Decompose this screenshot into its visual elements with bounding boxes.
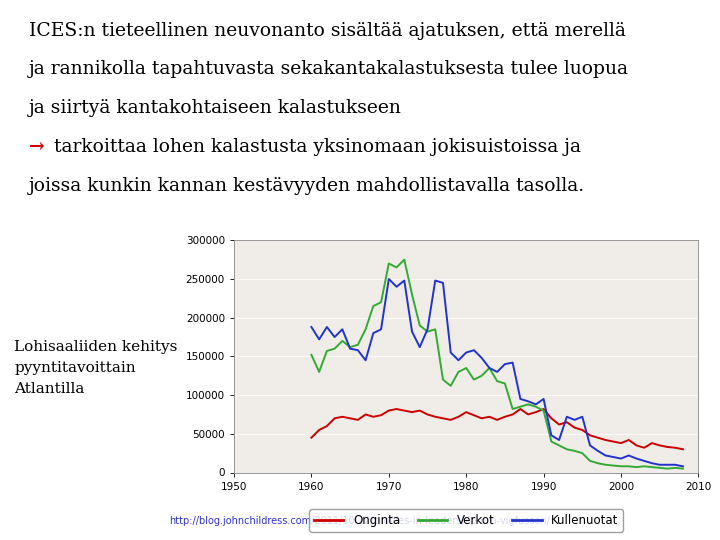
Text: ja rannikolla tapahtuvasta sekakantakalastuksesta tulee luopua: ja rannikolla tapahtuvasta sekakantakala…	[29, 60, 629, 78]
Text: http://blog.johnchildress.com/2011/10/22/profiles-in-leadership-orri-vigfusson/: http://blog.johnchildress.com/2011/10/22…	[170, 516, 550, 526]
Text: ICES:n tieteellinen neuvonanto sisältää ajatuksen, että merellä: ICES:n tieteellinen neuvonanto sisältää …	[29, 22, 626, 39]
Text: Lohisaaliiden kehitys
pyyntitavoittain
Atlantilla: Lohisaaliiden kehitys pyyntitavoittain A…	[14, 340, 178, 396]
Text: →: →	[29, 138, 45, 156]
Text: tarkoittaa lohen kalastusta yksinomaan jokisuistoissa ja: tarkoittaa lohen kalastusta yksinomaan j…	[54, 138, 581, 156]
Legend: Onginta, Verkot, Kullenuotat: Onginta, Verkot, Kullenuotat	[309, 509, 624, 531]
Text: ja siirtyä kantakohtaiseen kalastukseen: ja siirtyä kantakohtaiseen kalastukseen	[29, 99, 402, 117]
Text: joissa kunkin kannan kestävyyden mahdollistavalla tasolla.: joissa kunkin kannan kestävyyden mahdoll…	[29, 177, 585, 195]
